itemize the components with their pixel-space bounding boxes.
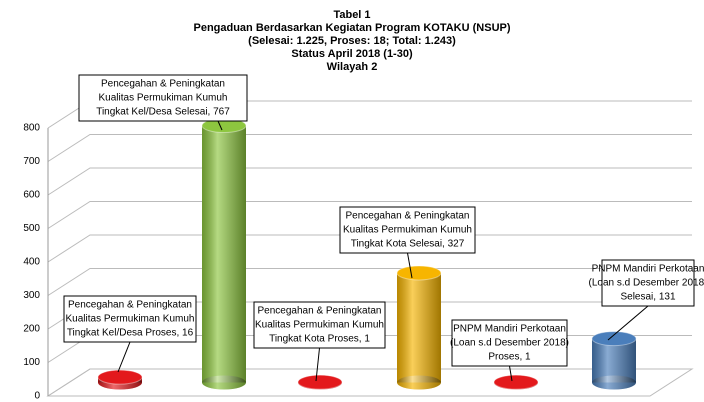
callout-box	[451, 319, 568, 367]
data-label: Tingkat Kel/Desa Selesai, 767	[96, 107, 230, 118]
callout-box	[253, 301, 386, 349]
data-label: Proses, 1	[488, 352, 531, 363]
data-label: Kualitas Permukiman Kumuh	[99, 93, 228, 104]
data-label: Kualitas Permukiman Kumuh	[343, 225, 472, 236]
data-label: Pencegahan & Peningkatan	[101, 79, 225, 90]
y-tick-label: 500	[23, 223, 40, 234]
chart-title: Wilayah 2	[327, 61, 378, 73]
callout-box	[63, 295, 197, 343]
callout-line	[315, 347, 320, 382]
y-tick-label: 300	[23, 290, 40, 301]
chart-title: Status April 2018 (1-30)	[291, 48, 413, 60]
bar-top	[493, 374, 539, 390]
bar-top	[297, 374, 343, 390]
bar-top	[591, 331, 637, 347]
data-label: PNPM Mandiri Perkotaan	[592, 264, 704, 275]
grid-line	[47, 167, 692, 196]
chart-title: (Selesai: 1.225, Proses: 18; Total: 1.24…	[248, 35, 456, 47]
y-tick-label: 100	[23, 357, 40, 368]
y-tick-label: 0	[34, 391, 40, 402]
callout-line	[117, 341, 131, 373]
callout-line	[607, 305, 649, 341]
bar-top	[396, 265, 442, 281]
data-label: Tingkat Kota Proses, 1	[269, 334, 370, 345]
chart-title: Tabel 1	[333, 9, 370, 21]
bar-shade	[397, 272, 441, 383]
callout-line	[217, 120, 223, 131]
bar-top	[97, 369, 143, 385]
callout-box	[601, 259, 695, 307]
data-label: Kualitas Permukiman Kumuh	[66, 314, 195, 325]
data-label: Tingkat Kel/Desa Proses, 16	[67, 328, 194, 339]
grid-line	[47, 134, 692, 162]
data-label: Kualitas Permukiman Kumuh	[255, 320, 384, 331]
bar-bottom-shade	[397, 375, 441, 390]
y-tick-label: 200	[23, 324, 40, 335]
grid-line	[47, 234, 692, 263]
grid-line	[47, 268, 692, 296]
bar-shade	[202, 125, 246, 383]
data-label: Selesai, 131	[620, 292, 675, 303]
callout-box	[78, 74, 248, 122]
data-label: Pencegahan & Peningkatan	[68, 300, 192, 311]
grid-line	[47, 201, 692, 229]
bar-bottom-shade	[592, 375, 636, 390]
chart-title: Pengaduan Berdasarkan Kegiatan Program K…	[193, 22, 510, 34]
data-label: Tingkat Kota Selesai, 327	[351, 239, 465, 250]
bar-bottom-shade	[202, 375, 246, 390]
data-label: (Loan s.d Desember 2018)	[450, 338, 569, 349]
data-label: Pencegahan & Peningkatan	[346, 211, 470, 222]
callout-box	[339, 206, 476, 254]
y-tick-label: 700	[23, 156, 40, 167]
data-label: PNPM Mandiri Perkotaan	[453, 324, 566, 335]
callout-line	[509, 365, 513, 382]
grid-line	[47, 368, 692, 397]
y-tick-label: 600	[23, 190, 40, 201]
data-label: Pencegahan & Peningkatan	[258, 306, 382, 317]
bar-shade	[592, 338, 636, 383]
y-tick-label: 800	[23, 123, 40, 134]
callout-line	[407, 252, 413, 279]
y-tick-label: 400	[23, 257, 40, 268]
data-label: (Loan s.d Desember 2018)	[589, 278, 704, 289]
